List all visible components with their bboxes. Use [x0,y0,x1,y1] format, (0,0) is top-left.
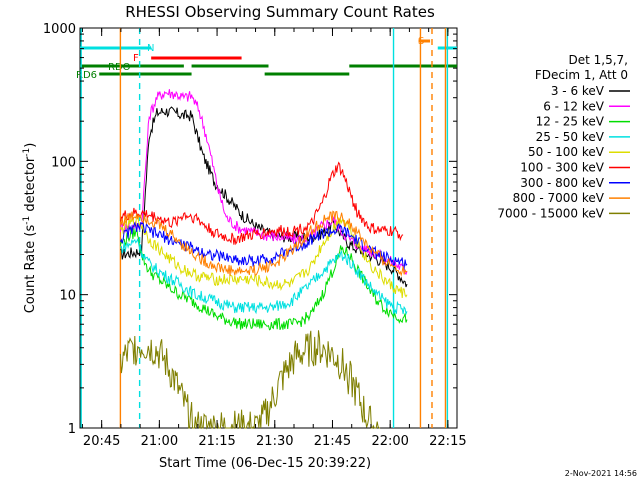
legend-label: 50 - 100 keV [528,145,605,159]
legend-label: 25 - 50 keV [536,130,605,144]
x-axis-label: Start Time (06-Dec-15 20:39:22) [159,456,371,471]
x-tick-label: 20:45 [83,434,120,449]
series-line-0 [120,106,408,288]
x-tick-label: 21:15 [198,434,235,449]
y-tick-label: 10 [59,289,76,304]
y-tick-label: 100 [51,155,76,170]
chart-title: RHESSI Observing Summary Count Rates [125,3,435,21]
legend-label: 12 - 25 keV [536,115,605,129]
flag-label-rdo: RDO [108,62,131,73]
y-tick-label: 1000 [43,22,76,37]
series-line-7 [119,210,408,277]
y-axis-ticks: 1 10 100 1000 [43,22,457,437]
x-tick-label: 22:15 [429,434,466,449]
x-tick-label: 21:30 [256,434,293,449]
flag-label-f: F [133,53,139,64]
legend-label: 100 - 300 keV [520,161,604,175]
plot-frame [79,27,458,429]
legend-label: 3 - 6 keV [551,84,605,98]
series-line-1 [119,89,408,276]
x-tick-label: 22:00 [371,434,408,449]
legend-header-line-2: FDecim 1, Att 0 [535,68,628,82]
legend-label: 300 - 800 keV [520,176,604,190]
flag-label-n: N [147,43,154,54]
series-line-5 [119,161,404,246]
legend-label: 7000 - 15000 keV [497,206,604,220]
series-line-2 [119,226,408,331]
x-axis-ticks: 20:45 21:00 21:15 21:30 21:45 22:00 22:15 [81,28,467,449]
footer-date: 2-Nov-2021 14:56 [565,469,637,478]
series-line-6 [119,221,408,270]
legend-header-line-1: Det 1,5,7, [569,53,629,67]
series-line-3 [120,237,408,316]
x-tick-label: 21:00 [141,434,178,449]
x-tick-label: 21:45 [314,434,351,449]
flag-label-s: S [418,36,424,47]
flag-label-rd6: RD6 [76,70,97,81]
y-axis-label: Count Rate (s-1 detector-1) [22,143,38,314]
data-series [119,89,408,430]
legend-label: 6 - 12 keV [543,99,605,113]
y-tick-label: 1 [68,422,76,437]
series-line-4 [119,213,408,299]
series-line-8 [119,330,381,430]
legend-label: 800 - 7000 keV [513,191,605,205]
